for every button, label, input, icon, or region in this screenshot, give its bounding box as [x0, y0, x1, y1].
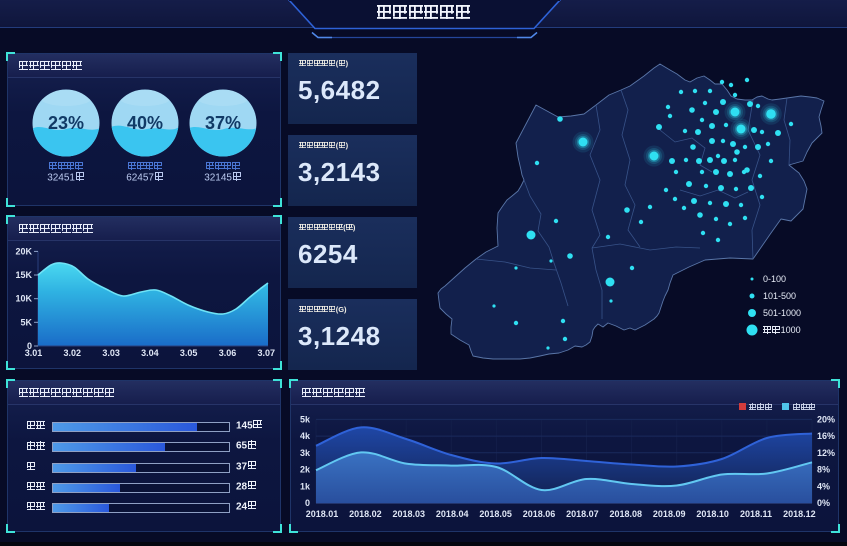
svg-text:10K: 10K [15, 294, 32, 304]
svg-text:3.03: 3.03 [102, 348, 120, 358]
svg-text:2018.01: 2018.01 [306, 509, 339, 519]
svg-text:3.04: 3.04 [141, 348, 159, 358]
svg-text:2018.11: 2018.11 [740, 509, 772, 519]
svg-text:12%: 12% [817, 448, 835, 458]
svg-text:5K: 5K [20, 317, 32, 327]
svg-text:3.02: 3.02 [64, 348, 82, 358]
svg-text:3k: 3k [300, 448, 311, 458]
svg-text:501-1000: 501-1000 [763, 308, 801, 318]
svg-text:2018.05: 2018.05 [479, 509, 512, 519]
svg-text:2k: 2k [300, 465, 311, 475]
svg-text:0: 0 [305, 498, 310, 508]
svg-text:2018.07: 2018.07 [566, 509, 599, 519]
svg-text:2018.12: 2018.12 [783, 509, 816, 519]
svg-text:16%: 16% [817, 431, 835, 441]
svg-text:0%: 0% [817, 498, 830, 508]
svg-text:3.06: 3.06 [219, 348, 237, 358]
svg-text:20%: 20% [817, 414, 835, 424]
svg-text:0: 0 [27, 341, 32, 351]
svg-text:101-500: 101-500 [763, 291, 796, 301]
svg-text:5k: 5k [300, 414, 311, 424]
svg-text:3.07: 3.07 [258, 348, 276, 358]
svg-text:15K: 15K [15, 270, 32, 280]
svg-text:3.05: 3.05 [180, 348, 198, 358]
svg-text:2018.02: 2018.02 [349, 509, 382, 519]
svg-text:20K: 20K [15, 246, 32, 256]
svg-text:2018.10: 2018.10 [696, 509, 729, 519]
svg-text:3.01: 3.01 [25, 348, 43, 358]
svg-text:1k: 1k [300, 481, 311, 491]
svg-text:40%: 40% [127, 113, 163, 133]
svg-text:2018.09: 2018.09 [653, 509, 686, 519]
svg-text:2018.03: 2018.03 [393, 509, 426, 519]
svg-text:4%: 4% [817, 481, 830, 491]
svg-text:8%: 8% [817, 465, 830, 475]
svg-text:2018.08: 2018.08 [610, 509, 643, 519]
svg-text:23%: 23% [48, 113, 84, 133]
svg-text:37%: 37% [205, 113, 241, 133]
svg-text:2018.06: 2018.06 [523, 509, 556, 519]
svg-text:2018.04: 2018.04 [436, 509, 469, 519]
svg-text:4k: 4k [300, 431, 311, 441]
svg-text:0-100: 0-100 [763, 274, 786, 284]
